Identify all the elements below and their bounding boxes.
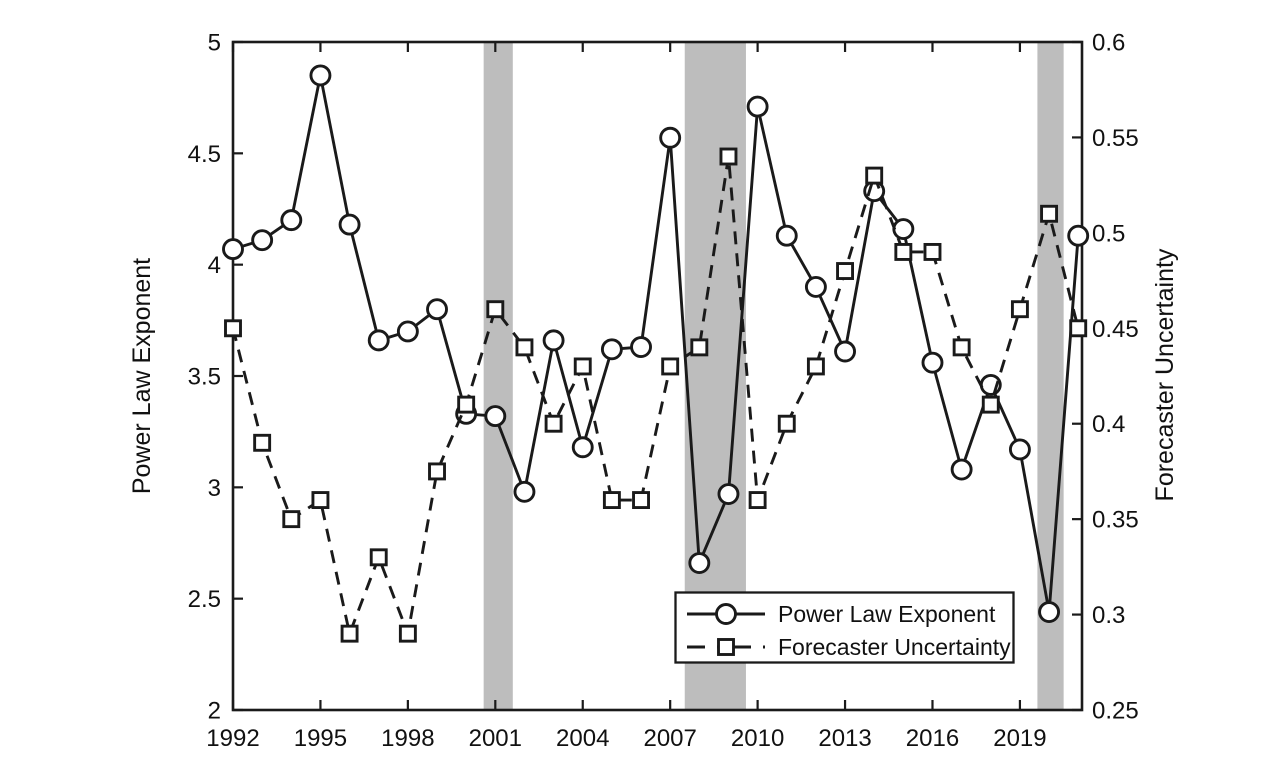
left-tick-label: 5: [208, 30, 221, 57]
right-axis-title: Forecaster Uncertainty: [1151, 248, 1179, 501]
square-marker-icon: [224, 319, 242, 338]
square-marker-icon: [806, 357, 825, 376]
circle-marker-icon: [396, 320, 419, 343]
x-tick-label: 2016: [906, 725, 959, 752]
square-marker-icon: [661, 357, 680, 376]
square-marker-icon: [369, 548, 388, 567]
circle-marker-icon: [1008, 438, 1031, 461]
forecaster-uncertainty-line: [231, 156, 1080, 640]
circle-marker-icon: [630, 336, 652, 359]
square-marker-icon: [981, 395, 1000, 414]
legend-label-forecaster: Forecaster Uncertainty: [778, 634, 1011, 660]
left-axis-title: Power Law Exponent: [128, 258, 156, 494]
legend-label-power-law: Power Law Exponent: [778, 601, 996, 627]
circle-marker-icon: [804, 275, 827, 298]
x-tick-label: 1992: [206, 725, 259, 752]
circle-marker-icon: [600, 338, 623, 361]
square-marker-icon: [719, 147, 738, 166]
circle-marker-icon: [367, 329, 390, 352]
square-marker-icon: [602, 491, 621, 510]
square-marker-icon: [1040, 204, 1059, 223]
circle-marker-icon: [280, 209, 303, 232]
square-marker-icon: [836, 262, 854, 280]
right-tick-label: 0.45: [1092, 316, 1139, 343]
circle-marker-icon: [222, 238, 244, 261]
circle-marker-icon: [688, 552, 711, 574]
x-tick-label: 2004: [556, 725, 609, 752]
circle-marker-icon: [338, 213, 361, 236]
forecaster-uncertainty-series: [224, 147, 1088, 643]
legend-entry-power-law: Power Law Exponent: [687, 601, 996, 627]
circle-marker-icon: [1067, 224, 1090, 247]
right-tick-label: 0.5: [1092, 220, 1125, 247]
axes: 1992 1995 1998 2001 2004 2007 2010 2013 2016 2019…: [188, 30, 1139, 753]
data-series: [222, 64, 1090, 643]
circle-marker-icon: [950, 458, 973, 481]
square-marker-icon: [398, 624, 417, 643]
x-tick-label: 2010: [731, 725, 784, 752]
square-marker-icon: [282, 510, 301, 529]
square-marker-icon: [457, 395, 476, 414]
circle-marker-icon: [571, 436, 594, 459]
square-marker-icon: [748, 491, 767, 510]
circle-marker-icon: [717, 483, 740, 505]
square-marker-icon: [253, 433, 272, 452]
right-tick-label: 0.35: [1092, 507, 1139, 534]
circle-marker-icon: [513, 480, 536, 503]
square-marker-icon: [690, 338, 709, 357]
square-marker-icon: [952, 338, 971, 357]
left-tick-label: 4.5: [188, 141, 221, 168]
legend-square-marker-icon: [717, 638, 735, 656]
circle-marker-icon: [834, 340, 856, 363]
left-tick-label: 3.5: [188, 364, 221, 391]
square-marker-icon: [777, 414, 796, 433]
left-tick-label: 2: [208, 698, 221, 725]
circle-marker-icon: [921, 351, 944, 374]
square-marker-icon: [865, 166, 884, 185]
left-tick-label: 3: [208, 475, 221, 502]
square-marker-icon: [1010, 300, 1029, 319]
circle-marker-icon: [309, 64, 332, 87]
legend: Power Law Exponent Forecaster Uncertaint…: [674, 591, 1015, 664]
square-marker-icon: [311, 491, 330, 510]
legend-circle-marker-icon: [715, 603, 737, 625]
recession-band: [483, 42, 513, 710]
right-tick-label: 0.4: [1092, 411, 1125, 438]
circle-marker-icon: [775, 224, 798, 247]
right-tick-label: 0.6: [1092, 30, 1125, 57]
left-tick-label: 2.5: [188, 586, 221, 613]
legend-entry-forecaster: Forecaster Uncertainty: [687, 634, 1011, 660]
x-tick-label: 1995: [294, 725, 347, 752]
x-tick-label: 2001: [469, 725, 522, 752]
left-tick-label: 4: [208, 252, 221, 279]
circle-marker-icon: [251, 229, 274, 252]
circle-marker-icon: [426, 298, 448, 321]
x-tick-label: 2013: [818, 725, 871, 752]
right-tick-label: 0.55: [1092, 125, 1139, 152]
power-law-exponent-line: [232, 75, 1080, 613]
square-marker-icon: [486, 300, 505, 319]
circle-marker-icon: [659, 126, 682, 149]
square-marker-icon: [573, 357, 592, 376]
right-tick-label: 0.25: [1092, 698, 1139, 725]
square-marker-icon: [544, 414, 563, 433]
circle-marker-icon: [484, 405, 507, 428]
square-marker-icon: [632, 491, 650, 510]
circle-marker-icon: [892, 218, 915, 240]
square-marker-icon: [515, 338, 534, 357]
square-marker-icon: [894, 242, 913, 261]
circle-marker-icon: [542, 329, 565, 352]
right-tick-label: 0.3: [1092, 602, 1125, 629]
x-tick-label: 1998: [381, 725, 434, 752]
circle-marker-icon: [746, 95, 769, 118]
x-tick-label: 2019: [993, 725, 1046, 752]
circle-marker-icon: [1038, 601, 1061, 623]
square-marker-icon: [340, 624, 359, 643]
x-tick-label: 2007: [643, 725, 696, 752]
square-marker-icon: [923, 242, 942, 261]
square-marker-icon: [428, 462, 446, 481]
square-marker-icon: [1069, 319, 1088, 338]
